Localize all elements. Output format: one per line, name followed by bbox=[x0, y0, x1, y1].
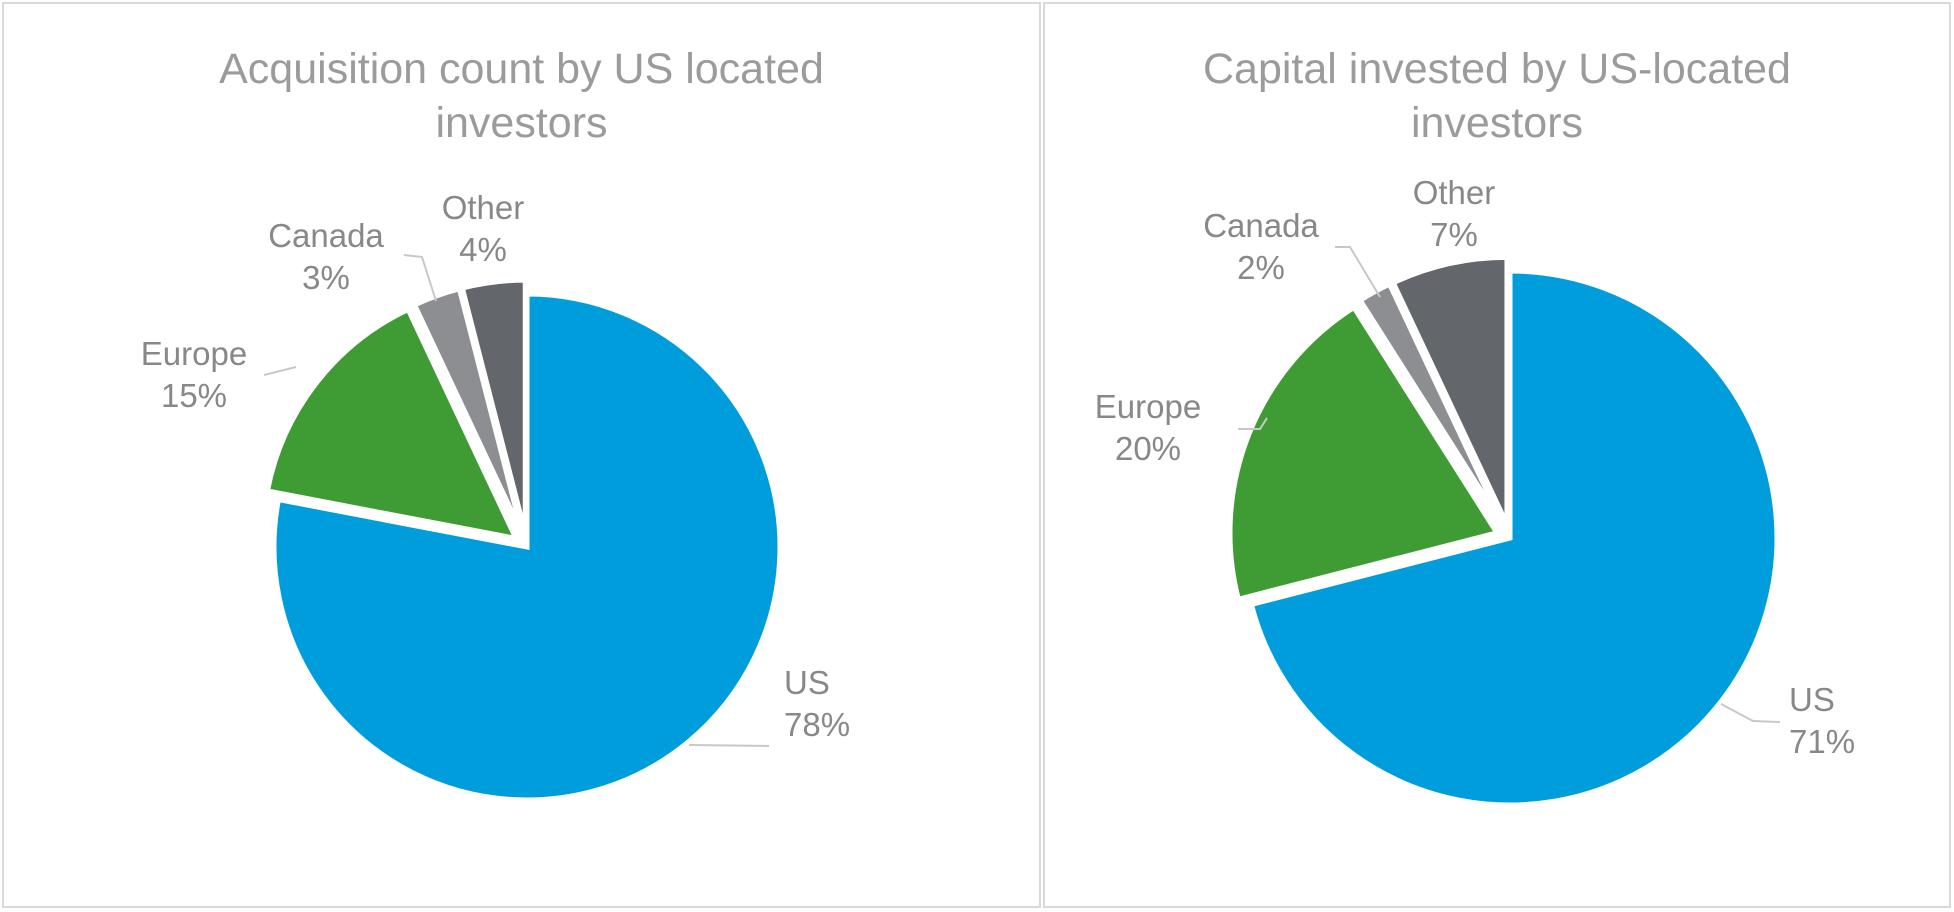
pie-slice-europe bbox=[1227, 303, 1501, 603]
pie-chart-acquisition-count: US 78% Europe 15% Canada 3% Other 4% bbox=[141, 189, 850, 803]
pie-slice-canada bbox=[1356, 280, 1506, 528]
pie-slice-us bbox=[271, 291, 783, 803]
pie-slice-other bbox=[459, 277, 528, 534]
data-label-other: 4% bbox=[459, 231, 507, 268]
data-label-canada: 2% bbox=[1237, 249, 1285, 286]
category-label-europe: Europe bbox=[1095, 388, 1201, 425]
chart-title: Capital invested by US-located investors bbox=[1203, 45, 1791, 147]
category-label-canada: Canada bbox=[268, 217, 384, 254]
pie-slice-canada bbox=[411, 285, 525, 535]
category-label-us: US bbox=[1789, 681, 1835, 718]
category-label-canada: Canada bbox=[1203, 207, 1319, 244]
data-label-us: 78% bbox=[784, 706, 850, 743]
data-label-europe: 15% bbox=[161, 377, 227, 414]
pie-slice-europe bbox=[264, 306, 521, 542]
leader-line-europe bbox=[263, 366, 297, 376]
category-label-europe: Europe bbox=[141, 335, 247, 372]
data-label-us: 71% bbox=[1789, 723, 1855, 760]
category-label-other: Other bbox=[1413, 174, 1496, 211]
leader-line-us bbox=[1720, 703, 1781, 723]
pie-chart-capital-invested: US 71% Europe 20% Canada 2% Other 7% bbox=[1095, 174, 1855, 808]
data-label-canada: 3% bbox=[302, 259, 350, 296]
chart-title: Acquisition count by US located investor… bbox=[219, 45, 824, 147]
chart-panel-capital-invested: Capital invested by US-located investors… bbox=[1043, 2, 1951, 908]
category-label-us: US bbox=[784, 664, 830, 701]
pie-slice-other bbox=[1389, 254, 1510, 526]
leader-line-us bbox=[688, 744, 770, 747]
category-label-other: Other bbox=[442, 189, 525, 226]
data-label-other: 7% bbox=[1430, 216, 1478, 253]
chart-panel-acquisition-count: Acquisition count by US located investor… bbox=[2, 2, 1041, 908]
pie-slice-us bbox=[1248, 268, 1780, 808]
leader-line-canada bbox=[1335, 246, 1381, 298]
leader-line-europe bbox=[1238, 417, 1268, 430]
leader-line-canada bbox=[403, 254, 437, 302]
data-label-europe: 20% bbox=[1115, 430, 1181, 467]
